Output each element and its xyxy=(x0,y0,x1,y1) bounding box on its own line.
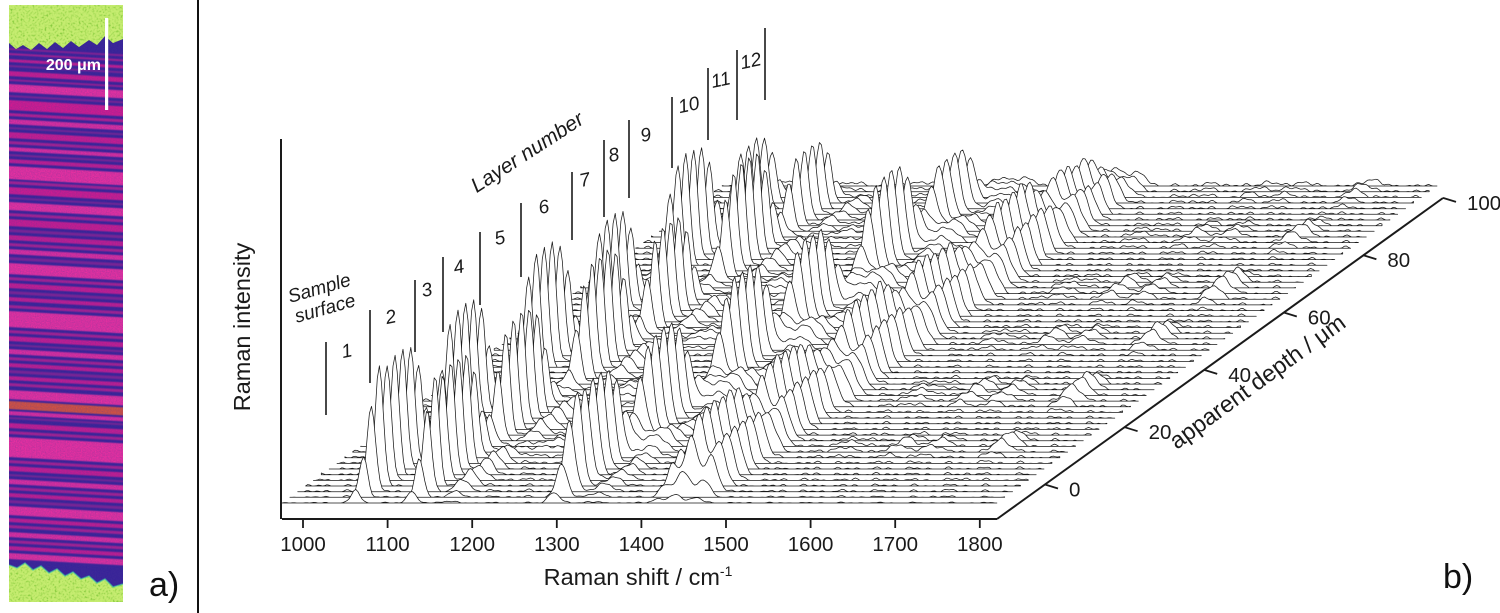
x-tick-label: 1700 xyxy=(872,533,918,556)
layer-number-label: 2 xyxy=(383,306,399,329)
x-tick-label: 1200 xyxy=(449,533,495,556)
panel-b-label: b) xyxy=(1443,558,1474,596)
panel-a-label: a) xyxy=(149,566,180,604)
green-speckle-bottom xyxy=(9,562,123,602)
y-axis-label: Raman intensity xyxy=(229,243,255,412)
layer-number-label: 3 xyxy=(419,279,434,302)
depth-axis-tick xyxy=(1442,197,1457,203)
layer-number-label: 5 xyxy=(492,227,507,250)
image-noise-overlay xyxy=(9,5,123,602)
layer-number-label: 8 xyxy=(606,144,621,167)
depth-tick-label: 0 xyxy=(1069,479,1080,502)
teal-boundary-line xyxy=(9,562,123,588)
layer-number-label: 9 xyxy=(638,124,653,147)
x-tick-label: 1600 xyxy=(788,533,834,556)
layer-number-title: Layer number xyxy=(467,107,589,197)
spectrum-trace xyxy=(281,489,998,504)
x-tick-label: 1400 xyxy=(619,533,665,556)
x-tick-label: 1500 xyxy=(703,533,749,556)
depth-axis-tick xyxy=(1044,483,1059,490)
depth-axis-line xyxy=(996,197,1444,520)
scale-bar xyxy=(105,18,109,110)
green-speckle-top xyxy=(9,5,123,50)
layer-number-label: 6 xyxy=(536,196,551,219)
x-tick-label: 1100 xyxy=(366,533,410,556)
waterfall-spectra xyxy=(281,137,1438,504)
layer-number-label: 10 xyxy=(676,93,701,118)
depth-tick-label: 20 xyxy=(1149,421,1172,444)
depth-axis-tick xyxy=(1203,368,1218,375)
depth-tick-label: 100 xyxy=(1467,192,1500,215)
layer-number-label: 7 xyxy=(577,169,593,192)
x-axis-label: Raman shift / cm-1 xyxy=(544,563,733,590)
sample-surface-label: Samplesurface xyxy=(286,270,360,328)
depth-axis-tick xyxy=(1363,254,1377,261)
layer-number-label: 11 xyxy=(709,68,733,93)
layer-number-label: 1 xyxy=(339,340,354,363)
depth-axis-tick xyxy=(1124,426,1138,433)
layer-number-label: 4 xyxy=(451,256,466,279)
x-tick-label: 1300 xyxy=(534,533,580,556)
x-tick-label: 1000 xyxy=(280,533,326,556)
panel-divider xyxy=(197,0,199,613)
x-tick-label: 1800 xyxy=(957,533,1003,556)
depth-axis-tick xyxy=(1283,311,1298,318)
depth-tick-label: 80 xyxy=(1387,249,1410,272)
depth-tick-label: 40 xyxy=(1228,364,1251,387)
micrograph-image: 200 μm xyxy=(9,5,123,602)
scale-bar-label: 200 μm xyxy=(46,57,101,74)
layer-number-label: 12 xyxy=(738,49,763,74)
depth-tick-label: 60 xyxy=(1308,307,1331,330)
